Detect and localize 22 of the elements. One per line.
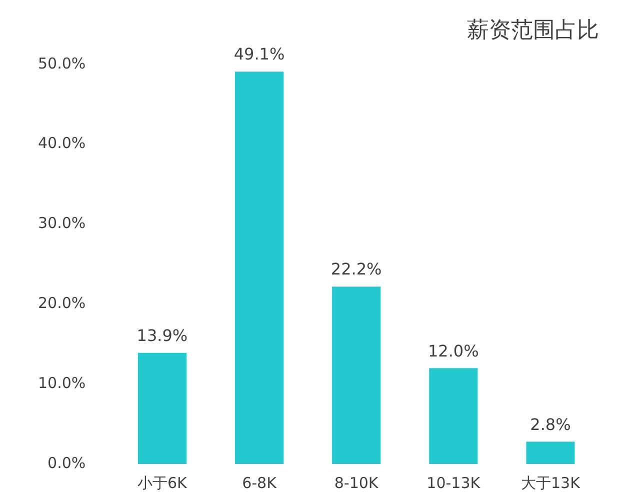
- y-tick-label: 50.0%: [38, 54, 86, 72]
- bar: [526, 442, 575, 464]
- bar: [138, 352, 186, 464]
- x-tick-label: 8-10K: [334, 474, 380, 492]
- bar: [429, 368, 478, 464]
- data-label: 2.8%: [530, 414, 571, 434]
- y-tick-label: 10.0%: [38, 374, 86, 392]
- data-label: 12.0%: [428, 341, 479, 360]
- bar: [234, 72, 284, 464]
- x-tick-label: 大于13K: [520, 474, 582, 492]
- x-tick-label: 小于6K: [137, 474, 188, 492]
- y-tick-label: 0.0%: [48, 454, 86, 472]
- data-label: 13.9%: [136, 326, 188, 346]
- x-tick-label: 6-8K: [242, 474, 278, 492]
- chart-title: 薪资范围占比: [467, 18, 599, 43]
- data-label: 49.1%: [234, 44, 285, 64]
- data-label: 22.2%: [330, 260, 382, 279]
- y-tick-label: 40.0%: [38, 134, 86, 152]
- bar: [332, 286, 381, 464]
- y-tick-label: 30.0%: [38, 214, 86, 232]
- x-tick-label: 10-13K: [426, 474, 482, 492]
- y-tick-label: 20.0%: [38, 294, 86, 312]
